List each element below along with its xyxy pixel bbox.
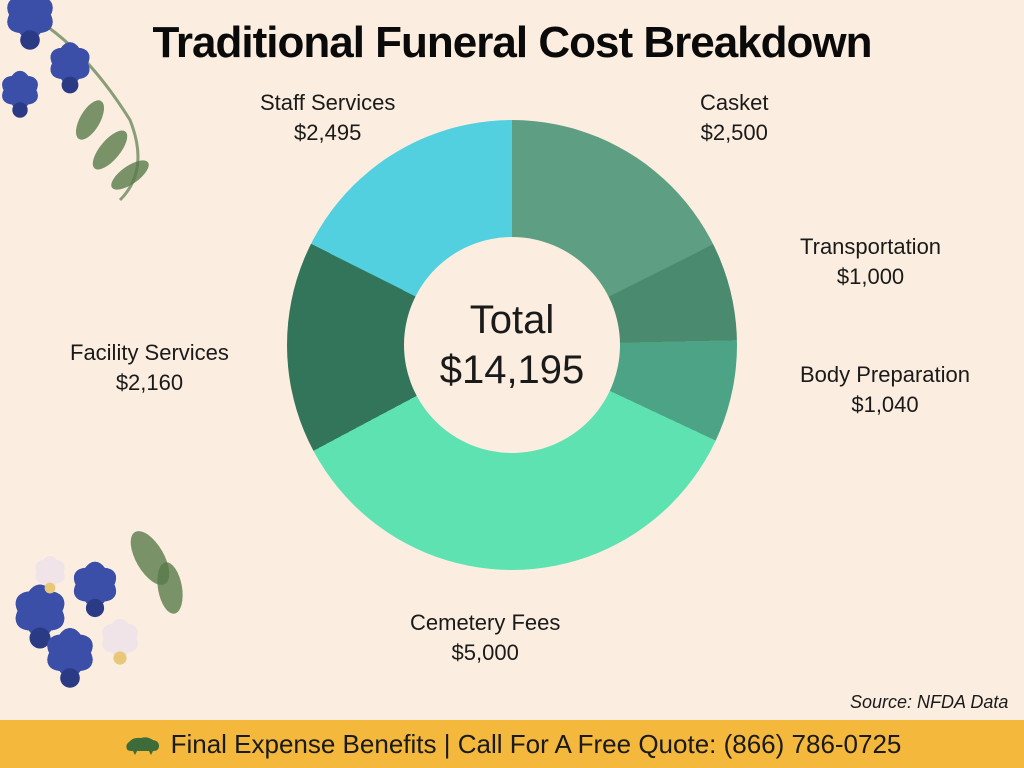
slice-value: $1,000 — [800, 262, 941, 292]
slice-value: $2,500 — [700, 118, 768, 148]
slice-label-body-preparation: Body Preparation$1,040 — [800, 360, 970, 419]
source-attribution: Source: NFDA Data — [850, 692, 1008, 713]
flower-bottom-left — [0, 518, 200, 728]
slice-name: Transportation — [800, 232, 941, 262]
slice-label-staff-services: Staff Services$2,495 — [260, 88, 395, 147]
slice-label-cemetery-fees: Cemetery Fees$5,000 — [410, 608, 560, 667]
slice-value: $1,040 — [800, 390, 970, 420]
slice-value: $2,160 — [70, 368, 229, 398]
slice-label-transportation: Transportation$1,000 — [800, 232, 941, 291]
buffalo-icon — [123, 731, 163, 757]
slice-label-casket: Casket$2,500 — [700, 88, 768, 147]
slice-label-facility-services: Facility Services$2,160 — [70, 338, 229, 397]
footer-text: Final Expense Benefits | Call For A Free… — [171, 729, 902, 760]
slice-name: Cemetery Fees — [410, 608, 560, 638]
slice-name: Staff Services — [260, 88, 395, 118]
donut-chart: Total $14,195 — [287, 120, 737, 570]
slice-name: Body Preparation — [800, 360, 970, 390]
slice-name: Casket — [700, 88, 768, 118]
slice-name: Facility Services — [70, 338, 229, 368]
center-total-label: Total — [470, 295, 555, 345]
chart-title: Traditional Funeral Cost Breakdown — [0, 18, 1024, 68]
slice-value: $5,000 — [410, 638, 560, 668]
center-total-value: $14,195 — [440, 345, 585, 395]
footer-banner: Final Expense Benefits | Call For A Free… — [0, 720, 1024, 768]
slice-value: $2,495 — [260, 118, 395, 148]
